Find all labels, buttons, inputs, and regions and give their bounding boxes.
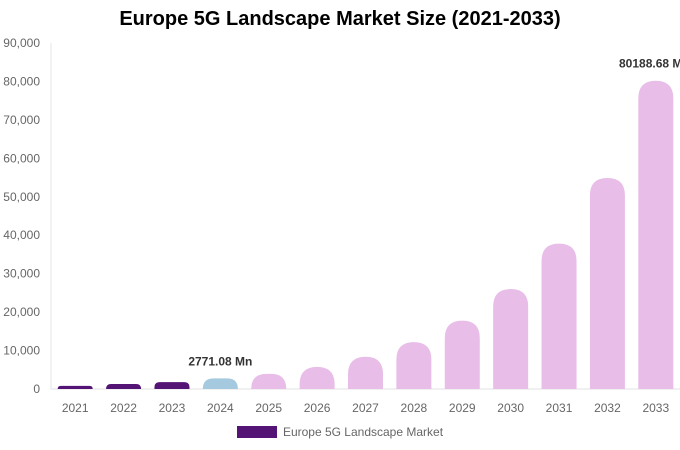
x-tick-label: 2026 <box>304 401 331 415</box>
bar-2031 <box>541 243 577 389</box>
x-tick-label: 2033 <box>642 401 669 415</box>
bar-2021 <box>57 385 93 389</box>
y-tick-label: 60,000 <box>3 151 40 165</box>
x-tick-label: 2024 <box>207 401 234 415</box>
x-tick-label: 2029 <box>449 401 476 415</box>
bar-2025 <box>251 373 287 389</box>
y-tick-label: 30,000 <box>3 267 40 281</box>
bar-2032 <box>589 177 625 389</box>
x-tick-label: 2031 <box>546 401 573 415</box>
bar-2027 <box>348 356 383 389</box>
bar-2030 <box>493 289 529 389</box>
y-tick-label: 20,000 <box>3 305 40 319</box>
bar-2023 <box>154 382 190 389</box>
legend-swatch <box>236 426 277 438</box>
data-label: 80188.68 Mn <box>619 57 680 71</box>
x-tick-label: 2032 <box>594 401 621 415</box>
bar-2029 <box>444 320 480 389</box>
y-tick-label: 50,000 <box>3 190 40 204</box>
bar-2024 <box>202 378 238 389</box>
legend: Europe 5G Landscape Market <box>0 425 680 439</box>
y-tick-label: 80,000 <box>3 74 40 88</box>
bar-2026 <box>299 366 335 389</box>
x-tick-label: 2025 <box>255 401 282 415</box>
bar-2022 <box>106 384 142 389</box>
bar-2033 <box>638 80 674 389</box>
y-tick-label: 70,000 <box>3 113 40 127</box>
x-tick-label: 2023 <box>159 401 186 415</box>
y-tick-label: 10,000 <box>3 344 40 358</box>
chart-title: Europe 5G Landscape Market Size (2021-20… <box>119 8 561 30</box>
data-label: 2771.08 Mn <box>188 354 252 368</box>
x-tick-label: 2028 <box>401 401 428 415</box>
y-tick-label: 90,000 <box>3 36 40 50</box>
y-tick-label: 40,000 <box>3 228 40 242</box>
x-tick-label: 2021 <box>62 401 89 415</box>
bar-2028 <box>396 342 432 389</box>
y-tick-label: 0 <box>33 382 40 396</box>
x-tick-label: 2027 <box>352 401 379 415</box>
x-tick-label: 2022 <box>110 401 137 415</box>
x-tick-label: 2030 <box>497 401 524 415</box>
legend-label[interactable]: Europe 5G Landscape Market <box>282 425 444 439</box>
